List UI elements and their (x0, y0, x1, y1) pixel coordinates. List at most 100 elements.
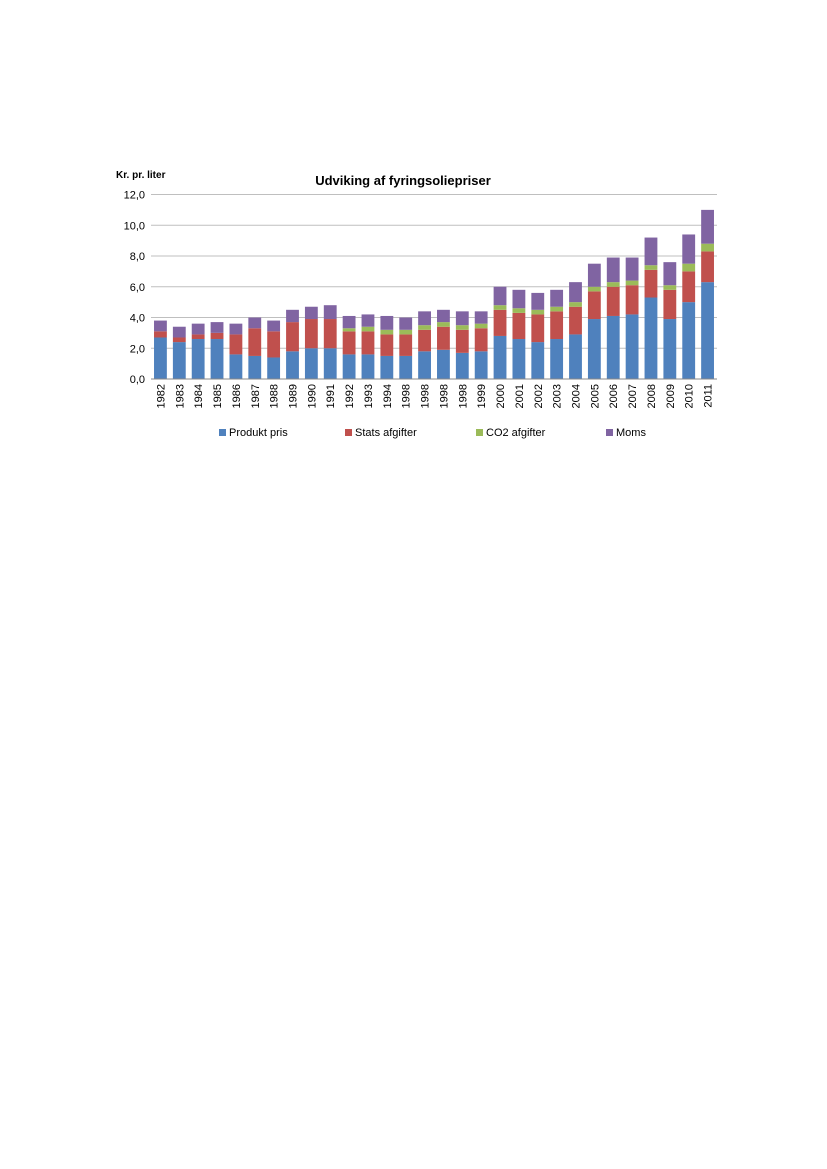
bar-segment (191, 323, 205, 335)
bars (154, 209, 714, 380)
y-tick-label: 8,0 (130, 251, 145, 263)
bar-segment (304, 348, 318, 379)
x-tick-label: 1987 (250, 384, 262, 408)
bar-segment (437, 309, 450, 323)
bar-segment (286, 309, 299, 323)
bar-segment (606, 315, 620, 379)
bar-segment (455, 325, 469, 330)
bar-segment (342, 331, 356, 355)
bar-segment (304, 306, 318, 320)
bar-segment (569, 282, 582, 303)
legend: Produkt pris Stats afgifter CO2 afgifter Mo… (219, 427, 646, 439)
bar-segment (418, 325, 431, 330)
x-tick-label: 1994 (382, 384, 394, 408)
bar-segment (512, 289, 526, 309)
bar-segment (399, 355, 413, 379)
bar-segment (172, 337, 186, 343)
bar-segment (342, 315, 356, 329)
bar-segment (663, 319, 677, 379)
bar-segment (644, 297, 658, 379)
bar-segment (531, 309, 545, 315)
x-tick-label: 2000 (495, 384, 507, 408)
chart-title: Udviking af fyringsoliepriser (315, 173, 491, 188)
bar-segment (474, 328, 488, 352)
bar-segment (455, 311, 469, 326)
legend-label: Stats afgifter (355, 427, 417, 439)
chart-container: Kr. pr. liter Udviking af fyringsoliepri… (0, 0, 827, 460)
bar-segment (323, 305, 337, 320)
x-tick-label: 2007 (627, 384, 639, 408)
bar-segment (304, 319, 318, 349)
x-tick-label: 2005 (589, 384, 601, 408)
bar-segment (663, 289, 677, 320)
bar-segment (172, 326, 186, 338)
legend-label: Moms (616, 427, 646, 439)
bar-segment (229, 334, 243, 355)
legend-swatch (476, 429, 483, 436)
bar-segment (644, 269, 658, 298)
x-tick-label: 1989 (288, 384, 300, 408)
bar-segment (361, 326, 375, 332)
bar-segment (701, 209, 714, 244)
bar-segment (512, 339, 526, 379)
bar-segment (455, 352, 469, 379)
bar-segment (154, 331, 167, 338)
bar-segment (474, 323, 488, 329)
bar-segment (399, 334, 413, 356)
bar-segment (701, 282, 714, 379)
bar-segment (380, 334, 394, 356)
gridlines (151, 194, 717, 380)
bar-segment (380, 315, 394, 330)
bar-segment (531, 342, 545, 379)
bar-segment (361, 314, 375, 327)
bar-segment (625, 280, 639, 286)
y-tick-label: 4,0 (130, 313, 145, 325)
y-tick-label: 0,0 (130, 374, 145, 386)
bar-segment (399, 317, 413, 330)
legend-label: Produkt pris (229, 427, 288, 439)
bar-segment (380, 355, 394, 379)
bar-segment (399, 329, 413, 335)
x-tick-label: 1992 (344, 384, 356, 408)
bar-segment (474, 311, 488, 324)
legend-swatch (219, 429, 226, 436)
x-tick-label: 1998 (420, 384, 432, 408)
x-tick-label: 1986 (231, 384, 243, 408)
bar-segment (550, 339, 564, 379)
y-tick-label: 6,0 (130, 282, 145, 294)
bar-segment (550, 311, 564, 340)
x-tick-label: 2004 (571, 384, 583, 408)
bar-segment (210, 339, 224, 379)
bar-segment (418, 311, 431, 326)
bar-segment (587, 319, 601, 379)
bar-segment (682, 271, 696, 303)
bar-segment (682, 302, 696, 380)
bar-segment (154, 320, 167, 332)
bar-segment (644, 237, 658, 266)
bar-segment (191, 334, 205, 340)
x-axis-ticks: 1982 1983 1984 1985 1986 1987 1988 1989 1990 1991… (155, 384, 714, 408)
y-tick-label: 10,0 (124, 220, 145, 232)
bar-segment (342, 354, 356, 379)
bar-segment (625, 314, 639, 379)
bar-segment (437, 322, 450, 327)
bar-segment (493, 335, 507, 379)
x-tick-label: 2003 (552, 384, 564, 408)
bar-segment (361, 331, 375, 355)
x-tick-label: 2009 (665, 384, 677, 408)
bar-segment (248, 355, 262, 379)
bar-segment (418, 329, 431, 352)
bar-segment (569, 302, 582, 307)
bar-segment (606, 257, 620, 283)
x-tick-label: 2011 (703, 384, 715, 408)
x-tick-label: 1990 (306, 384, 318, 408)
x-tick-label: 1991 (325, 384, 337, 408)
x-tick-label: 1998 (457, 384, 469, 408)
x-tick-label: 1983 (174, 384, 186, 408)
bar-segment (210, 322, 224, 333)
bar-segment (493, 309, 507, 336)
legend-label: CO2 afgifter (486, 427, 546, 439)
bar-segment (512, 312, 526, 340)
x-tick-label: 2001 (514, 384, 526, 408)
bar-segment (248, 328, 262, 356)
